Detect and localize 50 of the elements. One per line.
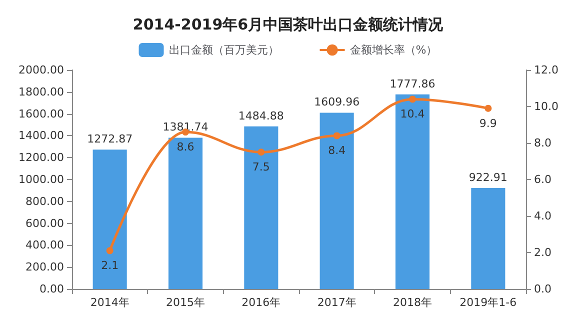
y-tick-label: 800.00 (26, 194, 64, 208)
y2-tick-label: 12.0 (534, 64, 558, 76)
data-label: 1272.87 (87, 132, 133, 146)
y-tick-label: 1200.00 (18, 151, 64, 164)
x-tick-label: 2014年 (90, 296, 130, 309)
y2-tick-label: 10.0 (534, 100, 558, 113)
bar (395, 94, 430, 289)
x-tick-label: 2015年 (166, 296, 205, 309)
point (484, 104, 492, 112)
y2-tick-label: 6.0 (534, 173, 552, 186)
bar (244, 126, 278, 289)
y2-tick-label: 2.0 (534, 246, 552, 259)
x-tick-label: 2018年 (393, 296, 432, 309)
data-label: 1609.96 (314, 96, 360, 109)
x-tick-label: 2017年 (317, 296, 356, 309)
point (409, 96, 416, 103)
chart-title: 2014-2019年6月中国茶叶出口金额统计情况 (132, 16, 444, 34)
y-tick-label: 1400.00 (18, 129, 64, 142)
data-label: 2.1 (101, 259, 119, 272)
x-tick-label: 2016年 (242, 296, 281, 309)
data-label: 8.4 (328, 144, 346, 158)
y-tick-label: 1800.00 (18, 85, 64, 98)
y-tick-label: 200.00 (26, 260, 64, 274)
y-tick-label: 1000.00 (18, 173, 64, 186)
y-tick-label: 2000.00 (18, 64, 64, 76)
data-label: 7.5 (252, 160, 270, 174)
data-label: 1381.74 (162, 120, 208, 134)
data-label: 1777.86 (390, 77, 436, 90)
y2-tick-label: 0.0 (534, 282, 552, 296)
bar (471, 188, 506, 289)
y-tick-label: 1600.00 (18, 107, 64, 120)
bar (168, 138, 203, 289)
y-tick-label: 600.00 (26, 216, 64, 230)
legend-label: 金额增长率（%） (350, 44, 438, 56)
point (258, 148, 265, 156)
data-label: 9.9 (479, 116, 497, 130)
x-tick-label: 2019年1-6 (460, 296, 517, 309)
y2-tick-label: 4.0 (534, 210, 552, 222)
data-label: 922.91 (468, 170, 508, 184)
y-tick-label: 0.00 (40, 282, 64, 296)
legend-label: 出口金额（百万美元） (168, 44, 279, 56)
data-label: 8.6 (176, 140, 194, 154)
bar (320, 112, 354, 289)
point (106, 247, 114, 254)
data-label: 1484.88 (238, 109, 284, 122)
y2-tick-label: 8.0 (534, 136, 552, 150)
bar (92, 150, 127, 289)
data-label: 10.4 (400, 108, 425, 121)
point (333, 132, 340, 140)
y-tick-label: 400.00 (26, 238, 64, 252)
